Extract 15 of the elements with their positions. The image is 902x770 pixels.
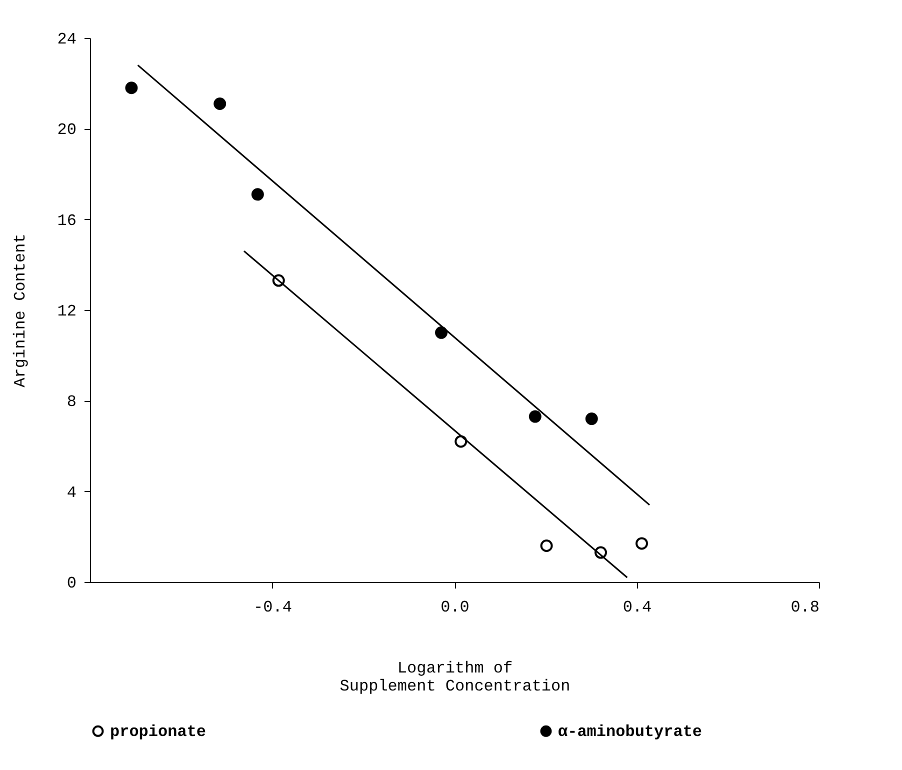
- y-tick-label: 16: [57, 212, 76, 230]
- x-tick-label: 0.8: [790, 598, 820, 616]
- y-tick-label: 12: [57, 302, 76, 320]
- y-tick-label: 0: [66, 574, 76, 592]
- legend-label: α-aminobutyrate: [558, 723, 702, 742]
- y-tick-label: 4: [66, 484, 76, 502]
- x-tick-label: 0.4: [622, 598, 652, 616]
- y-tick-label: 24: [57, 30, 76, 48]
- x-axis-title: Logarithm of Supplement Concentration: [340, 660, 570, 696]
- y-tick-label: 8: [66, 393, 76, 412]
- y-axis-title: Arginine Content: [11, 234, 30, 388]
- legend-label: propionate: [110, 723, 206, 742]
- y-tick-label: 20: [57, 121, 76, 140]
- x-tick-label: -0.4: [254, 598, 292, 616]
- x-tick-label: 0.0: [440, 598, 470, 616]
